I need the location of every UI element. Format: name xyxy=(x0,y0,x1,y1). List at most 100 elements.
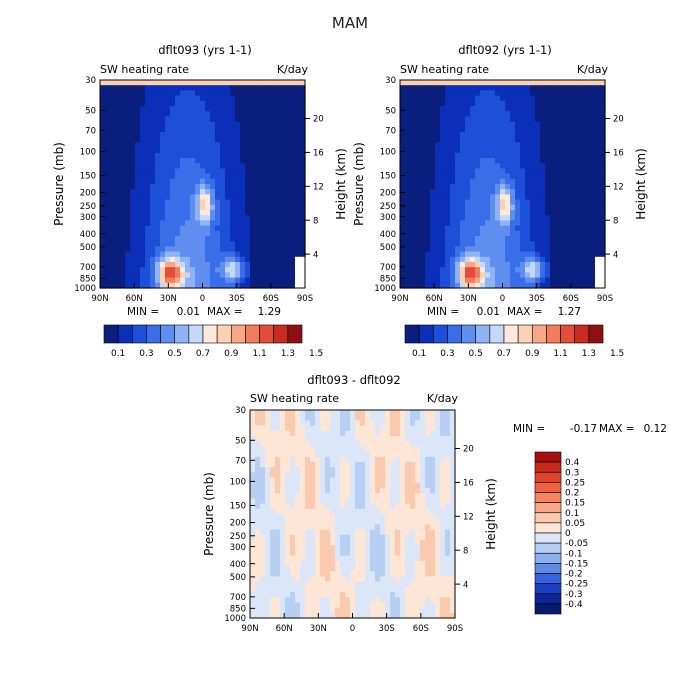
heatmap-cell xyxy=(230,262,236,268)
heatmap-cell xyxy=(280,410,286,416)
heatmap-cell xyxy=(365,425,371,432)
heatmap-cell xyxy=(160,225,166,232)
heatmap-cell xyxy=(315,560,321,567)
heatmap-cell xyxy=(290,493,296,499)
heatmap-cell xyxy=(470,230,476,237)
heatmap-cell xyxy=(295,571,301,577)
heatmap-cell xyxy=(310,524,316,531)
heatmap-cell xyxy=(530,80,536,86)
heatmap-cell xyxy=(380,503,386,510)
heatmap-cell xyxy=(170,251,176,258)
heatmap-cell xyxy=(295,586,301,593)
heatmap-cell xyxy=(440,210,446,216)
heatmap-cell xyxy=(215,137,221,143)
heatmap-cell xyxy=(430,493,436,499)
heatmap-cell xyxy=(345,524,351,531)
heatmap-cell xyxy=(415,220,421,227)
heatmap-cell xyxy=(425,178,431,185)
heatmap-cell xyxy=(450,147,456,154)
heatmap-cell xyxy=(410,199,416,206)
heatmap-cell xyxy=(120,236,126,242)
heatmap-cell xyxy=(510,225,516,232)
heatmap-cell xyxy=(120,80,126,86)
heatmap-cell xyxy=(415,215,421,221)
heatmap-cell xyxy=(420,420,426,427)
heatmap-cell xyxy=(215,204,221,211)
heatmap-cell xyxy=(525,132,531,138)
heatmap-cell xyxy=(345,540,351,546)
heatmap-cell xyxy=(405,560,411,567)
heatmap-cell xyxy=(585,90,591,97)
heatmap-cell xyxy=(270,534,276,541)
heatmap-cell xyxy=(290,132,296,138)
heatmap-cell xyxy=(225,158,231,164)
heatmap-cell xyxy=(575,204,581,211)
heatmap-cell xyxy=(545,106,551,112)
heatmap-cell xyxy=(130,204,136,211)
heatmap-cell xyxy=(355,446,361,453)
heatmap-cell xyxy=(290,586,296,593)
heatmap-cell xyxy=(265,272,271,279)
heatmap-cell xyxy=(450,121,456,128)
heatmap-cell xyxy=(110,147,116,154)
heatmap-cell xyxy=(565,230,571,237)
heatmap-cell xyxy=(250,436,256,442)
heatmap-cell xyxy=(245,262,251,268)
heatmap-cell xyxy=(565,85,571,91)
heatmap-cell xyxy=(245,178,251,185)
heatmap-cell xyxy=(480,199,486,206)
heatmap-cell xyxy=(360,514,366,520)
heatmap-cell xyxy=(300,282,306,289)
colorbar-swatch xyxy=(103,324,119,344)
heatmap-cell xyxy=(275,503,281,510)
heatmap-cell xyxy=(265,142,271,149)
heatmap-cell xyxy=(520,168,526,175)
heatmap-cell xyxy=(285,524,291,531)
heatmap-cell xyxy=(515,178,521,185)
heatmap-cell xyxy=(375,498,381,505)
heatmap-cell xyxy=(490,116,496,123)
heatmap-cell xyxy=(405,220,411,227)
heatmap-cell xyxy=(170,236,176,242)
heatmap-cell xyxy=(340,550,346,557)
heatmap-cell xyxy=(130,85,136,91)
heatmap-cell xyxy=(265,184,271,190)
heatmap-cell xyxy=(485,184,491,190)
heatmap-cell xyxy=(395,462,401,468)
heatmap-cell xyxy=(285,90,291,97)
heatmap-cell xyxy=(445,456,451,463)
heatmap-cell xyxy=(435,137,441,143)
heatmap-cell xyxy=(135,132,141,138)
heatmap-cell xyxy=(575,184,581,190)
heatmap-cell xyxy=(195,121,201,128)
heatmap-cell xyxy=(280,467,286,473)
heatmap-cell xyxy=(295,441,301,447)
heatmap-cell xyxy=(420,184,426,190)
heatmap-cell xyxy=(475,106,481,112)
heatmap-cell xyxy=(405,508,411,515)
heatmap-cell xyxy=(425,163,431,169)
heatmap-cell xyxy=(345,555,351,562)
heatmap-cell xyxy=(420,251,426,258)
heatmap-cell xyxy=(380,540,386,546)
heatmap-cell xyxy=(205,158,211,164)
heatmap-cell xyxy=(420,430,426,437)
heatmap-cell xyxy=(440,488,446,494)
heatmap-cell xyxy=(425,498,431,505)
heatmap-cell xyxy=(450,550,456,557)
heatmap-cell xyxy=(155,152,161,159)
heatmap-cell xyxy=(280,230,286,237)
heatmap-cell xyxy=(320,472,326,479)
heatmap-cell xyxy=(125,137,131,143)
heatmap-cell xyxy=(430,456,436,463)
heatmap-cell xyxy=(165,106,171,112)
heatmap-cell xyxy=(310,420,316,427)
heatmap-cell xyxy=(205,262,211,268)
heatmap-cell xyxy=(460,121,466,128)
heatmap-cell xyxy=(385,529,391,536)
heatmap-cell xyxy=(130,225,136,232)
heatmap-cell xyxy=(455,163,461,169)
heatmap-cell xyxy=(350,555,356,562)
heatmap-cell xyxy=(200,194,206,201)
heatmap-cell xyxy=(475,215,481,221)
